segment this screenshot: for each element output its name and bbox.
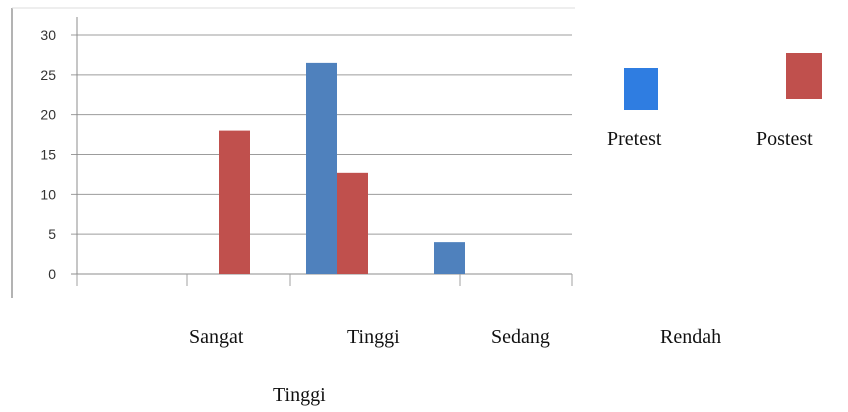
legend-swatch-pretest [624, 68, 658, 110]
y-tick-label: 0 [48, 266, 56, 282]
category-label-rendah: Rendah [660, 326, 722, 348]
y-tick-label: 5 [48, 226, 56, 242]
y-tick-label: 15 [40, 147, 56, 163]
legend-label-pretest: Pretest [607, 128, 662, 150]
bar-pretest-sedang [434, 242, 465, 274]
category-label-sangat: Sangat [189, 326, 244, 348]
bar-postest-sangat-tinggi [219, 130, 250, 274]
y-axis-ticks: 0 5 10 15 20 25 30 [40, 27, 56, 282]
legend-label-postest: Postest [756, 128, 813, 150]
y-tick-label: 20 [40, 107, 56, 123]
category-label-tinggi-line2: Tinggi [273, 384, 326, 406]
bar-postest-tinggi [337, 172, 368, 274]
legend-swatch-postest [786, 53, 822, 99]
bars [219, 62, 465, 275]
y-tick-label: 10 [40, 186, 56, 202]
category-label-sedang: Sedang [491, 326, 550, 348]
bar-pretest-tinggi [306, 62, 337, 275]
plot-frame [11, 7, 575, 298]
y-tick-label: 30 [40, 27, 56, 43]
category-label-tinggi: Tinggi [347, 326, 400, 348]
y-tick-label: 25 [40, 67, 56, 83]
